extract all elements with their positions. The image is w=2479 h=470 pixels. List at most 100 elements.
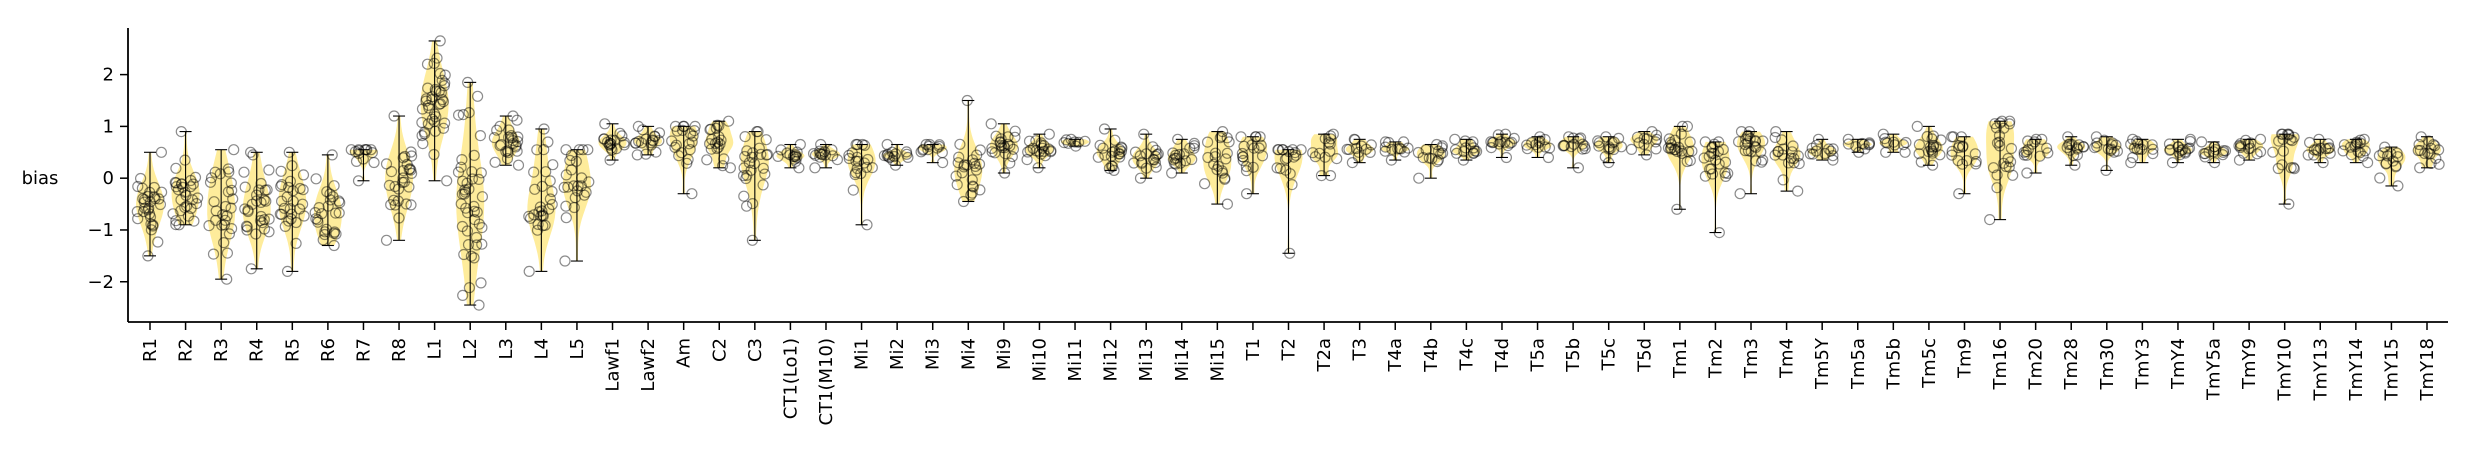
data-point-L4 [544,175,556,187]
data-point-L2 [468,205,480,217]
data-point-Tm30 [2102,143,2114,155]
data-point-R4 [238,166,250,178]
data-point-TmY15 [2390,161,2402,173]
data-point-R8 [396,176,409,188]
data-point-R7 [350,155,363,167]
x-tick-label: L4 [531,338,552,359]
data-point-Mi3 [917,143,930,155]
data-point-Am [684,144,696,156]
data-point-Mi2 [882,148,894,160]
data-point-L2 [458,248,470,261]
data-point-L4 [536,205,548,217]
data-point-Mi4 [961,159,973,171]
data-point-Mi15 [1201,136,1214,148]
data-point-R1 [142,250,154,262]
data-point-Mi4 [974,184,986,196]
data-point-Mi13 [1140,148,1152,160]
data-point-Am [683,138,695,150]
data-point-R6 [322,200,334,212]
data-point-L5 [582,144,594,156]
data-point-L1 [428,57,440,70]
data-point-L2 [476,222,488,234]
data-point-L3 [491,124,503,136]
data-point-Mi9 [999,142,1011,154]
data-point-TmY14 [2354,147,2366,159]
data-point-Tm4 [1776,134,1788,146]
data-point-R5 [275,180,287,192]
data-point-T4c [1457,154,1470,166]
data-point-T5c [1604,143,1616,155]
data-point-Mi9 [1009,131,1021,143]
data-point-C3 [740,172,752,185]
data-point-R3 [208,196,220,208]
data-point-Lawf1 [604,139,616,151]
data-point-L5 [577,144,589,156]
data-point-Mi12 [1094,139,1106,151]
data-point-Tm5b [1880,146,1892,158]
data-point-T5b [1558,139,1570,152]
data-point-L2 [457,108,469,121]
data-point-L5 [580,186,592,198]
data-point-R2 [185,181,197,193]
data-point-TmY3 [2127,152,2139,164]
data-point-L3 [502,145,514,157]
x-tick-label: Mi4 [958,338,979,370]
data-point-TmY14 [2354,137,2366,149]
data-point-Tm5c [1926,159,1939,171]
data-point-CT1(M10) [809,149,822,161]
data-point-R8 [392,195,404,207]
data-point-Tm3 [1743,126,1756,138]
data-point-R6 [330,228,342,240]
data-point-T3 [1346,157,1359,169]
data-point-Mi11 [1060,134,1072,146]
data-point-TmY10 [2284,134,2297,146]
data-point-T5c [1602,157,1615,169]
data-point-L2 [465,250,477,262]
data-point-R5 [275,165,287,177]
data-point-CT1(M10) [815,138,827,151]
data-point-CT1(M10) [816,148,829,161]
data-point-T1 [1250,131,1262,143]
data-point-L3 [511,114,523,126]
data-point-Tm2 [1706,168,1719,180]
data-point-Mi3 [933,140,945,152]
data-point-L1 [421,58,434,70]
data-point-Mi11 [1072,136,1085,148]
data-point-L4 [535,210,547,222]
data-point-L1 [433,85,445,97]
x-tick-label: Mi13 [1136,338,1157,381]
data-point-T2 [1279,153,1292,165]
data-point-Mi12 [1109,134,1121,146]
data-point-L1 [438,80,450,92]
data-point-T2 [1272,144,1285,156]
data-point-Mi4 [969,160,982,172]
data-point-T4a [1395,143,1407,155]
data-point-T4d [1493,138,1505,150]
data-point-R2 [175,194,187,206]
data-point-Mi9 [986,146,998,158]
data-point-Mi4 [970,164,983,176]
data-point-R3 [226,184,238,196]
data-point-Mi4 [951,179,963,191]
data-point-Mi10 [1038,145,1050,157]
y-axis-title: bias [22,168,59,189]
data-point-T4d [1508,132,1520,144]
data-point-Mi13 [1136,157,1148,169]
data-point-Am [684,128,697,140]
data-point-L1 [435,86,447,99]
data-point-R2 [170,177,182,189]
data-point-Tm1 [1663,133,1675,145]
data-point-T1 [1237,154,1249,167]
data-point-T5b [1568,138,1580,150]
data-point-C2 [705,123,717,135]
data-point-Mi9 [998,167,1011,179]
data-point-T4a [1397,136,1410,148]
data-point-R1 [137,193,149,205]
data-point-TmY18 [2424,148,2436,160]
data-point-Mi1 [850,155,862,167]
data-point-R5 [284,175,296,187]
data-point-R1 [147,219,159,231]
data-point-T2 [1274,163,1286,175]
data-point-Tm5b [1889,139,1901,151]
data-point-Mi12 [1108,164,1120,176]
